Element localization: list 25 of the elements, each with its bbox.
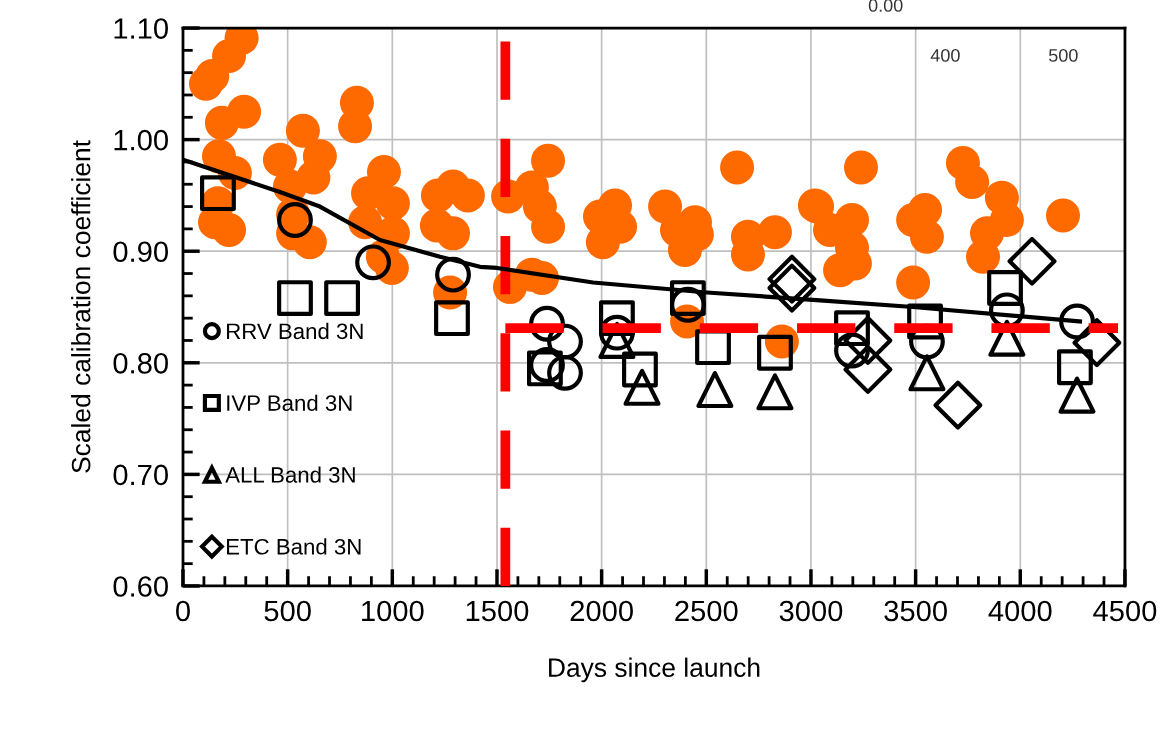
x-tick-label: 3500 [884,600,947,622]
x-tick-label: 1000 [362,600,424,622]
x-tick-label: 4500 [1093,600,1157,622]
x-tick-label: 4000 [988,600,1052,622]
y-tick-label: 1.10 [114,18,168,39]
y-tick-label: 0.80 [113,353,168,374]
y-axis-title: Scaled calibration coefficient [71,140,91,473]
x-tick-label: 0 [176,600,190,622]
y-tick-label: 0.90 [113,241,168,263]
annotation: 500 [1048,49,1078,62]
y-tick-label: 1.00 [114,129,168,151]
legend-label: ALL Band 3N [225,466,355,483]
x-tick-label: 2500 [675,600,738,622]
x-tick-label: 1500 [466,600,529,622]
x-tick-label: 500 [264,600,311,622]
legend-label: IVP Band 3N [227,394,352,411]
annotation: 400 [930,49,960,62]
text: 0.00 [868,0,903,12]
x-axis-title: Days since launch [549,657,760,683]
y-tick-label: 0.60 [113,576,168,597]
legend-label: RRV Band 3N [227,322,363,340]
x-tick-label: 3000 [779,600,843,622]
legend-label: ETC Band 3N [227,538,361,555]
y-tick-label: 0.70 [113,464,168,486]
x-tick-label: 2000 [570,600,633,622]
